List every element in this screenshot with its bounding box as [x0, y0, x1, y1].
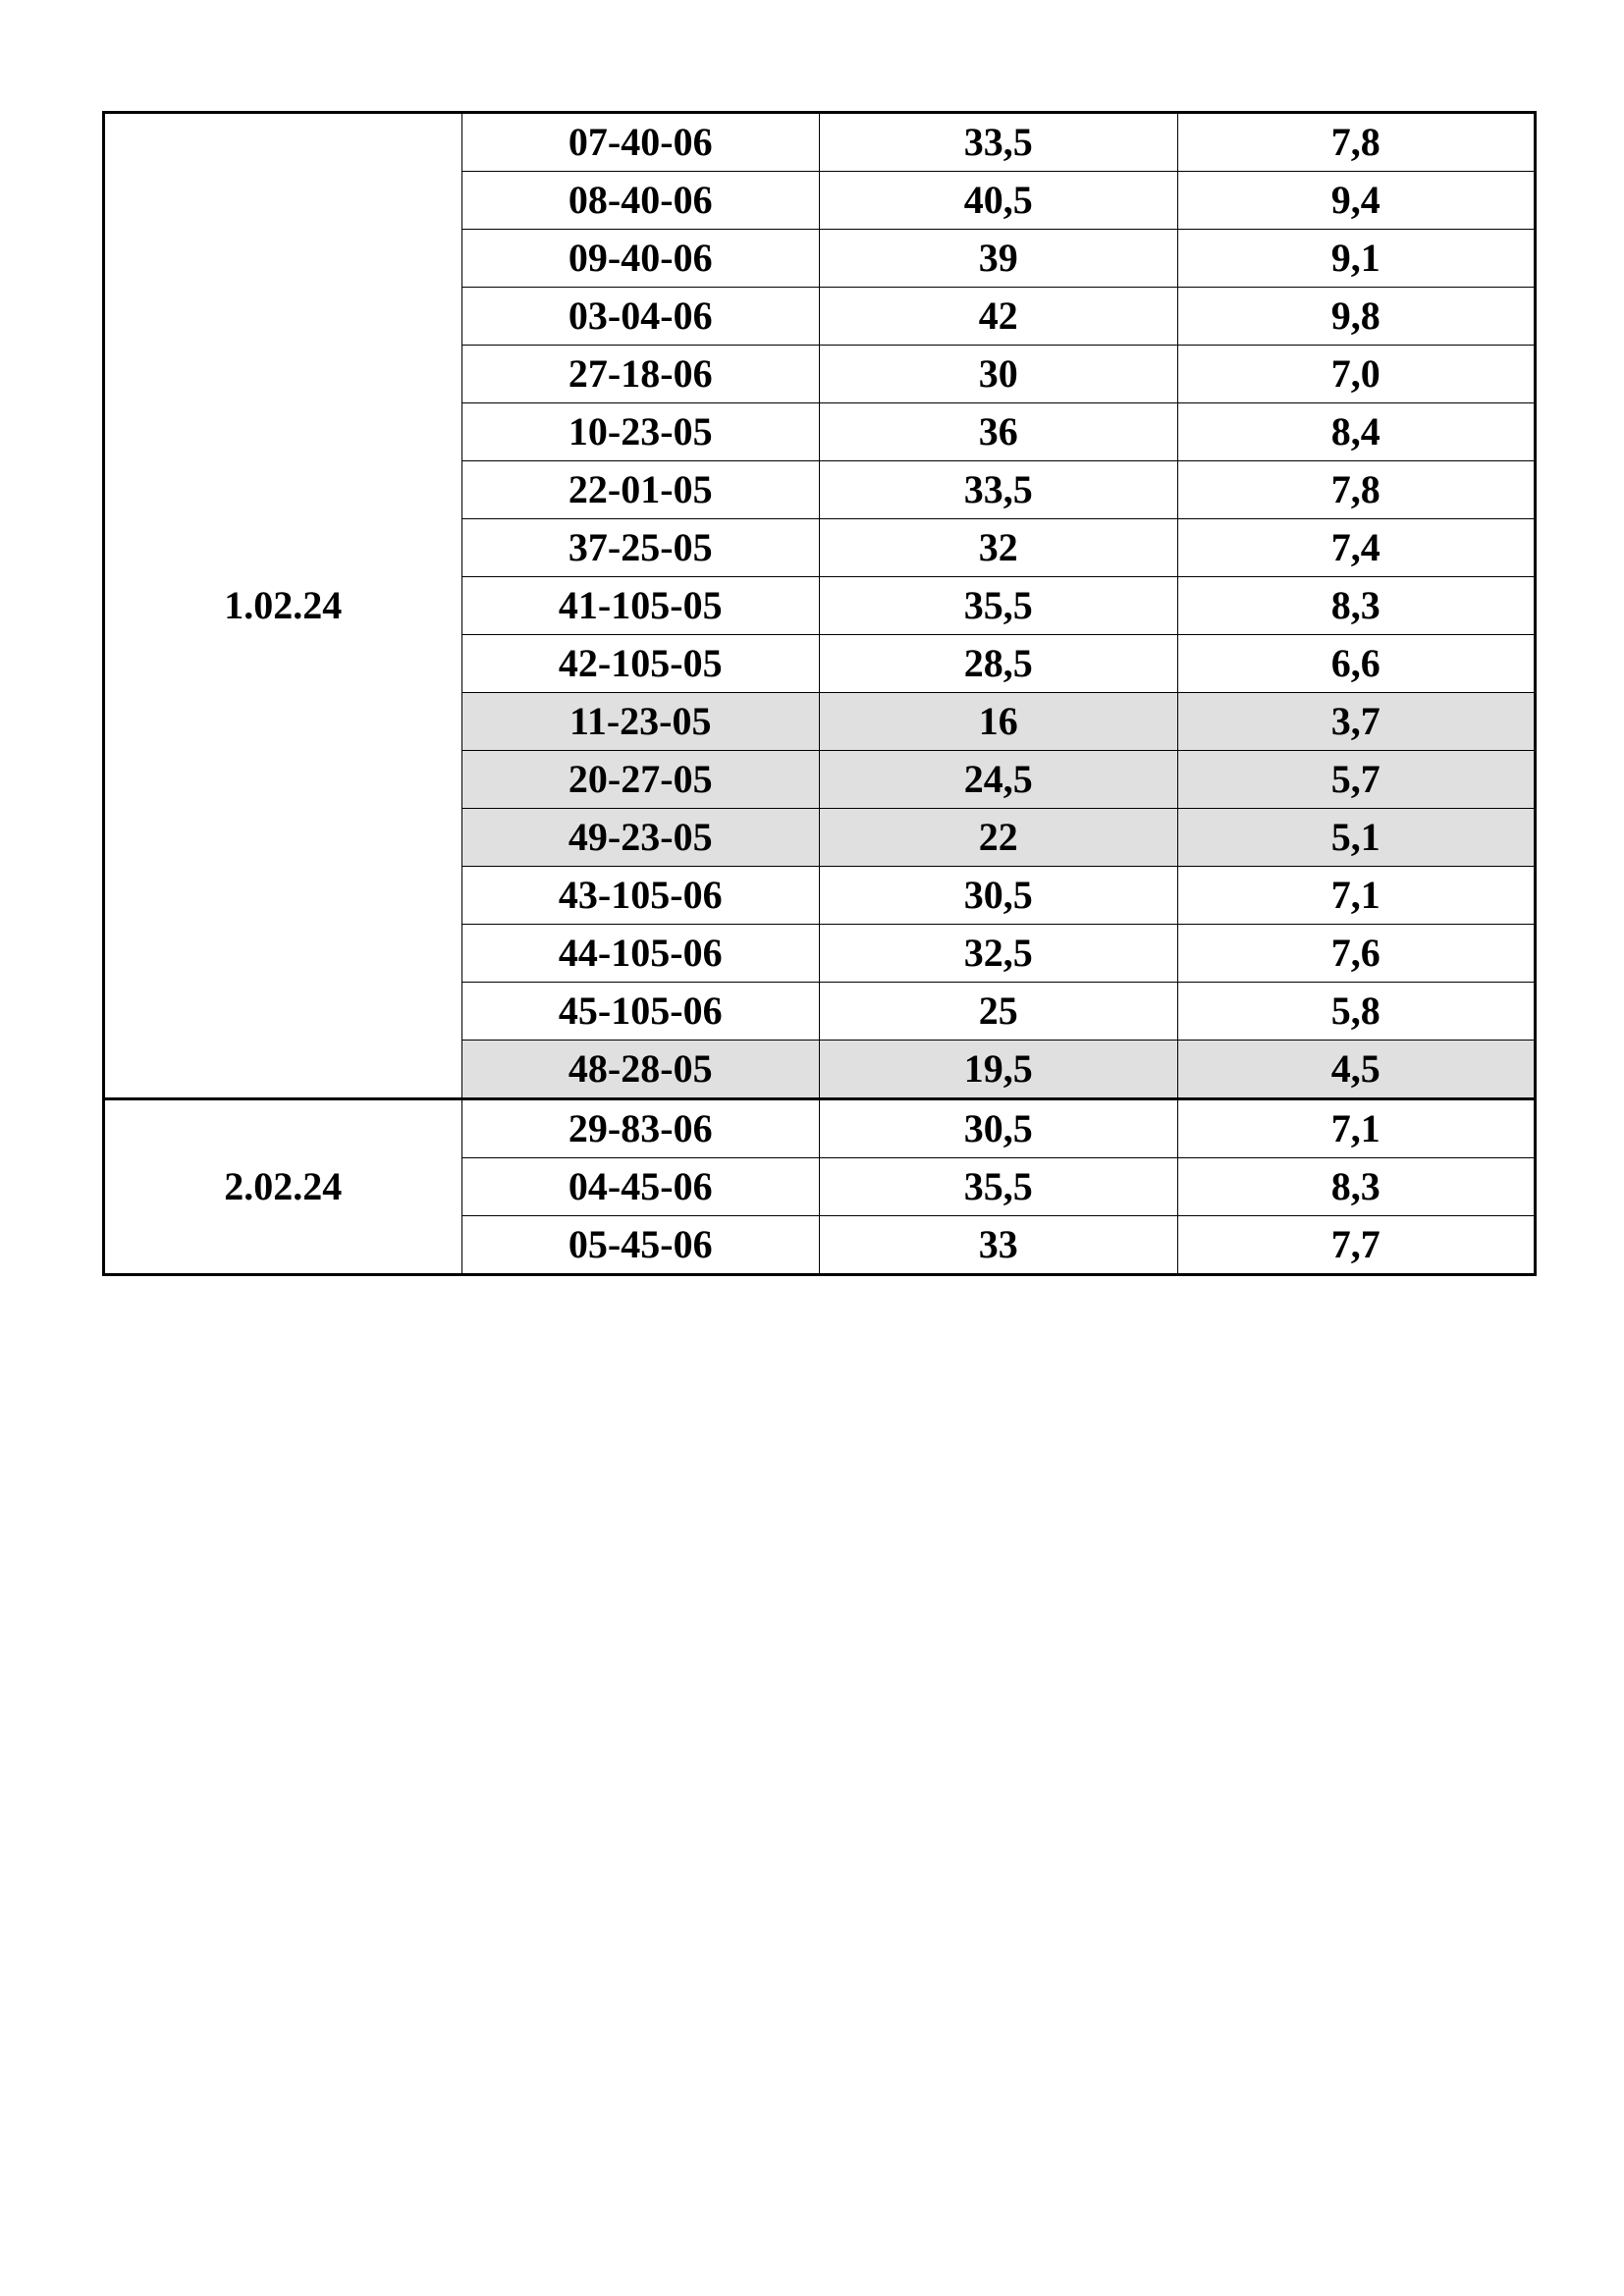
ratio-cell: 9,1: [1176, 229, 1536, 288]
value-cell: 22: [819, 808, 1178, 867]
ratio-cell: 8,3: [1176, 1157, 1536, 1216]
table-row: 48-28-05 19,5 4,5: [104, 1040, 1536, 1099]
code-cell: 09-40-06: [460, 229, 820, 288]
value-cell: 35,5: [819, 1157, 1178, 1216]
code-cell: 10-23-05: [460, 402, 820, 461]
table-row: 43-105-06 30,5 7,1: [104, 866, 1536, 925]
code-cell: 45-105-06: [460, 982, 820, 1041]
table-row: 37-25-05 32 7,4: [104, 518, 1536, 577]
table-row: 45-105-06 25 5,8: [104, 982, 1536, 1041]
table-row: 41-105-05 35,5 8,3: [104, 576, 1536, 635]
value-cell: 32: [819, 518, 1178, 577]
value-cell: 32,5: [819, 924, 1178, 983]
ratio-cell: 7,4: [1176, 518, 1536, 577]
ratio-cell: 6,6: [1176, 634, 1536, 693]
value-cell: 16: [819, 692, 1178, 751]
ratio-cell: 7,8: [1176, 112, 1536, 172]
ratio-cell: 7,0: [1176, 345, 1536, 403]
value-cell: 35,5: [819, 576, 1178, 635]
ratio-cell: 9,4: [1176, 171, 1536, 230]
value-cell: 30,5: [819, 866, 1178, 925]
table-row: 11-23-05 16 3,7: [104, 692, 1536, 751]
value-cell: 42: [819, 287, 1178, 346]
ratio-cell: 3,7: [1176, 692, 1536, 751]
ratio-cell: 7,1: [1176, 1097, 1536, 1158]
code-cell: 04-45-06: [460, 1157, 820, 1216]
ratio-cell: 5,7: [1176, 750, 1536, 809]
table-row: 42-105-05 28,5 6,6: [104, 634, 1536, 693]
code-cell: 41-105-05: [460, 576, 820, 635]
code-cell: 08-40-06: [460, 171, 820, 230]
date-cell: 1.02.24: [102, 112, 462, 1099]
table-row: 44-105-06 32,5 7,6: [104, 924, 1536, 983]
code-cell: 48-28-05: [460, 1040, 820, 1099]
code-cell: 05-45-06: [460, 1215, 820, 1275]
ratio-cell: 5,8: [1176, 982, 1536, 1041]
table-row: 49-23-05 22 5,1: [104, 808, 1536, 867]
table-row: 1.02.24 07-40-06 33,5 7,8: [102, 112, 1536, 1099]
code-cell: 37-25-05: [460, 518, 820, 577]
ratio-cell: 7,8: [1176, 460, 1536, 519]
code-cell: 22-01-05: [460, 460, 820, 519]
ratio-cell: 7,1: [1176, 866, 1536, 925]
table-row: 08-40-06 40,5 9,4: [104, 171, 1536, 230]
value-cell: 28,5: [819, 634, 1178, 693]
table-row: 10-23-05 36 8,4: [104, 402, 1536, 461]
value-cell: 39: [819, 229, 1178, 288]
code-cell: 11-23-05: [460, 692, 820, 751]
value-cell: 30,5: [819, 1097, 1178, 1158]
code-cell: 20-27-05: [460, 750, 820, 809]
table-row: 20-27-05 24,5 5,7: [104, 750, 1536, 809]
code-cell: 43-105-06: [460, 866, 820, 925]
code-cell: 07-40-06: [460, 112, 820, 172]
table-body: 1.02.24 07-40-06 33,5 7,8 08-40-06 40,5 9,4 09-…: [102, 112, 1536, 1275]
value-cell: 33,5: [819, 112, 1178, 172]
ratio-cell: 7,7: [1176, 1215, 1536, 1275]
ratio-cell: 9,8: [1176, 287, 1536, 346]
value-cell: 33: [819, 1215, 1178, 1275]
code-cell: 03-04-06: [460, 287, 820, 346]
date-cell: 2.02.24: [102, 1097, 462, 1275]
code-cell: 49-23-05: [460, 808, 820, 867]
value-cell: 24,5: [819, 750, 1178, 809]
table-row: 05-45-06 33 7,7: [104, 1215, 1536, 1275]
code-cell: 29-83-06: [460, 1097, 820, 1158]
code-cell: 27-18-06: [460, 345, 820, 403]
value-cell: 30: [819, 345, 1178, 403]
value-cell: 36: [819, 402, 1178, 461]
code-cell: 44-105-06: [460, 924, 820, 983]
ratio-cell: 8,4: [1176, 402, 1536, 461]
table-row: 04-45-06 35,5 8,3: [104, 1157, 1536, 1216]
code-cell: 42-105-05: [460, 634, 820, 693]
value-cell: 33,5: [819, 460, 1178, 519]
value-cell: 19,5: [819, 1040, 1178, 1099]
table-row: 2.02.24 29-83-06 30,5 7,1: [102, 1097, 1536, 1275]
value-cell: 40,5: [819, 171, 1178, 230]
ratio-cell: 5,1: [1176, 808, 1536, 867]
ratio-cell: 7,6: [1176, 924, 1536, 983]
table-row: 22-01-05 33,5 7,8: [104, 460, 1536, 519]
value-cell: 25: [819, 982, 1178, 1041]
ratio-cell: 4,5: [1176, 1040, 1536, 1099]
data-table: 1.02.24 07-40-06 33,5 7,8 08-40-06 40,5 9,4 09-…: [102, 111, 1537, 1276]
ratio-cell: 8,3: [1176, 576, 1536, 635]
table-row: 27-18-06 30 7,0: [104, 345, 1536, 403]
